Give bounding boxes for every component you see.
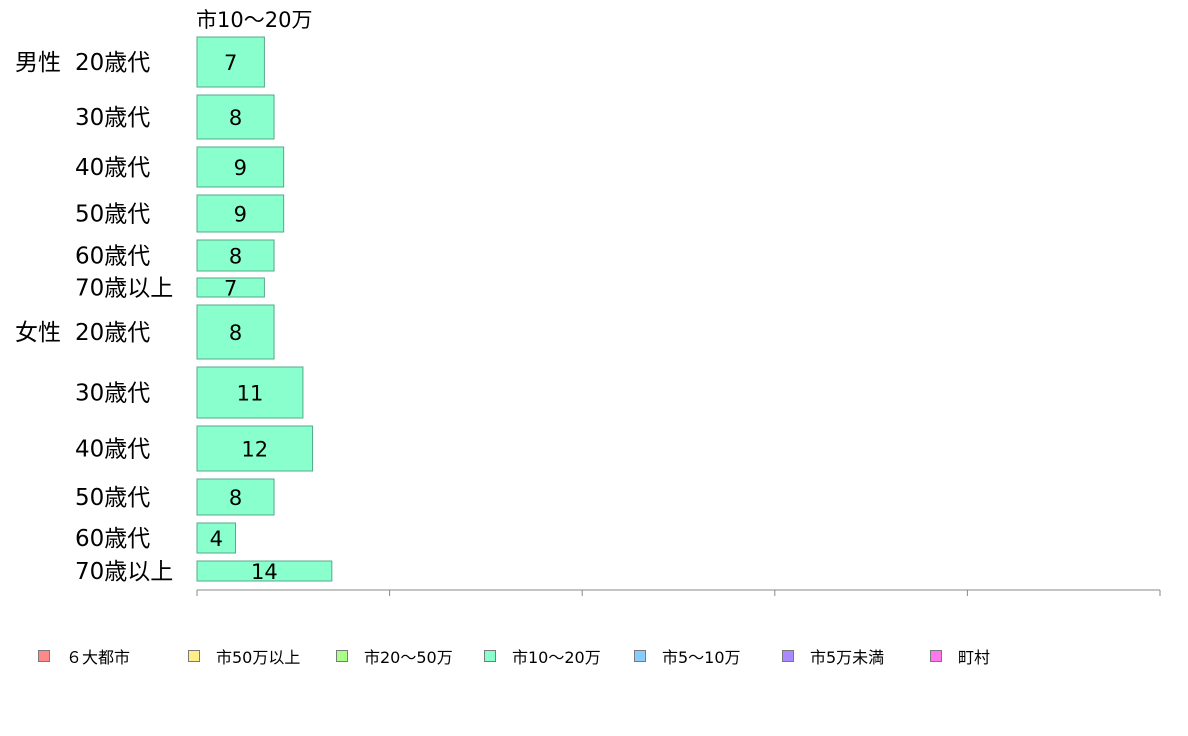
legend-label: 市20〜50万 bbox=[364, 648, 453, 667]
bar bbox=[196, 94, 275, 140]
legend-label: ６大都市 bbox=[66, 648, 131, 667]
category-label: 20歳代 bbox=[75, 50, 150, 76]
bar bbox=[196, 304, 275, 360]
legend-item: 市20〜50万 bbox=[336, 644, 453, 668]
legend-item: ６大都市 bbox=[38, 644, 130, 668]
category-label: 40歳代 bbox=[75, 155, 150, 181]
data-label: 8 bbox=[229, 245, 242, 269]
data-label: 9 bbox=[234, 156, 247, 180]
legend-item: 市5万未満 bbox=[782, 644, 884, 668]
category-label: 30歳代 bbox=[75, 381, 150, 407]
legend-item: 市5〜10万 bbox=[634, 644, 741, 668]
legend-label: 町村 bbox=[958, 648, 991, 667]
bar bbox=[196, 36, 265, 88]
data-label: 14 bbox=[251, 560, 278, 584]
category-label: 50歳代 bbox=[75, 202, 150, 228]
group-label: 女性 bbox=[15, 320, 61, 346]
legend-swatch bbox=[634, 650, 646, 662]
legend-swatch bbox=[188, 650, 200, 662]
category-label: 20歳代 bbox=[75, 320, 150, 346]
chart-title: 市10〜20万 bbox=[196, 8, 313, 32]
bar bbox=[196, 478, 275, 516]
legend-item: 市50万以上 bbox=[188, 644, 300, 668]
bar bbox=[196, 522, 237, 554]
bar bbox=[196, 194, 285, 233]
data-label: 8 bbox=[229, 106, 242, 130]
legend-label: 市50万以上 bbox=[216, 648, 301, 667]
legend-label: 市10〜20万 bbox=[512, 648, 601, 667]
bar bbox=[196, 239, 275, 272]
legend-swatch bbox=[38, 650, 50, 662]
bar bbox=[196, 560, 333, 582]
legend-label: 市5万未満 bbox=[810, 648, 885, 667]
legend-label: 市5〜10万 bbox=[662, 648, 741, 667]
data-label: 4 bbox=[210, 527, 223, 551]
category-label: 60歳代 bbox=[75, 526, 150, 552]
bar-chart: 720歳代男性830歳代940歳代950歳代860歳代770歳以上820歳代女性… bbox=[15, 36, 1161, 596]
legend-item: 市10〜20万 bbox=[484, 644, 601, 668]
data-label: 7 bbox=[224, 51, 237, 75]
data-label: 8 bbox=[229, 486, 242, 510]
data-label: 12 bbox=[241, 438, 268, 462]
category-label: 30歳代 bbox=[75, 105, 150, 131]
category-label: 70歳以上 bbox=[75, 276, 173, 302]
legend-swatch bbox=[336, 650, 348, 662]
category-label: 40歳代 bbox=[75, 437, 150, 463]
legend: ６大都市 市50万以上 市20〜50万 市10〜20万 市5〜10万 市5万未満 町村 bbox=[38, 644, 1138, 668]
data-label: 8 bbox=[229, 321, 242, 345]
data-label: 11 bbox=[237, 382, 264, 406]
bar bbox=[196, 277, 265, 298]
category-label: 70歳以上 bbox=[75, 559, 173, 585]
legend-item: 町村 bbox=[930, 644, 990, 668]
bar bbox=[196, 146, 285, 188]
bar bbox=[196, 425, 314, 472]
category-label: 50歳代 bbox=[75, 485, 150, 511]
data-label: 9 bbox=[234, 203, 247, 227]
legend-swatch bbox=[930, 650, 942, 662]
legend-swatch bbox=[484, 650, 496, 662]
legend-swatch bbox=[782, 650, 794, 662]
data-label: 7 bbox=[224, 277, 237, 301]
category-label: 60歳代 bbox=[75, 244, 150, 270]
group-label: 男性 bbox=[15, 50, 61, 76]
bar bbox=[196, 366, 304, 419]
